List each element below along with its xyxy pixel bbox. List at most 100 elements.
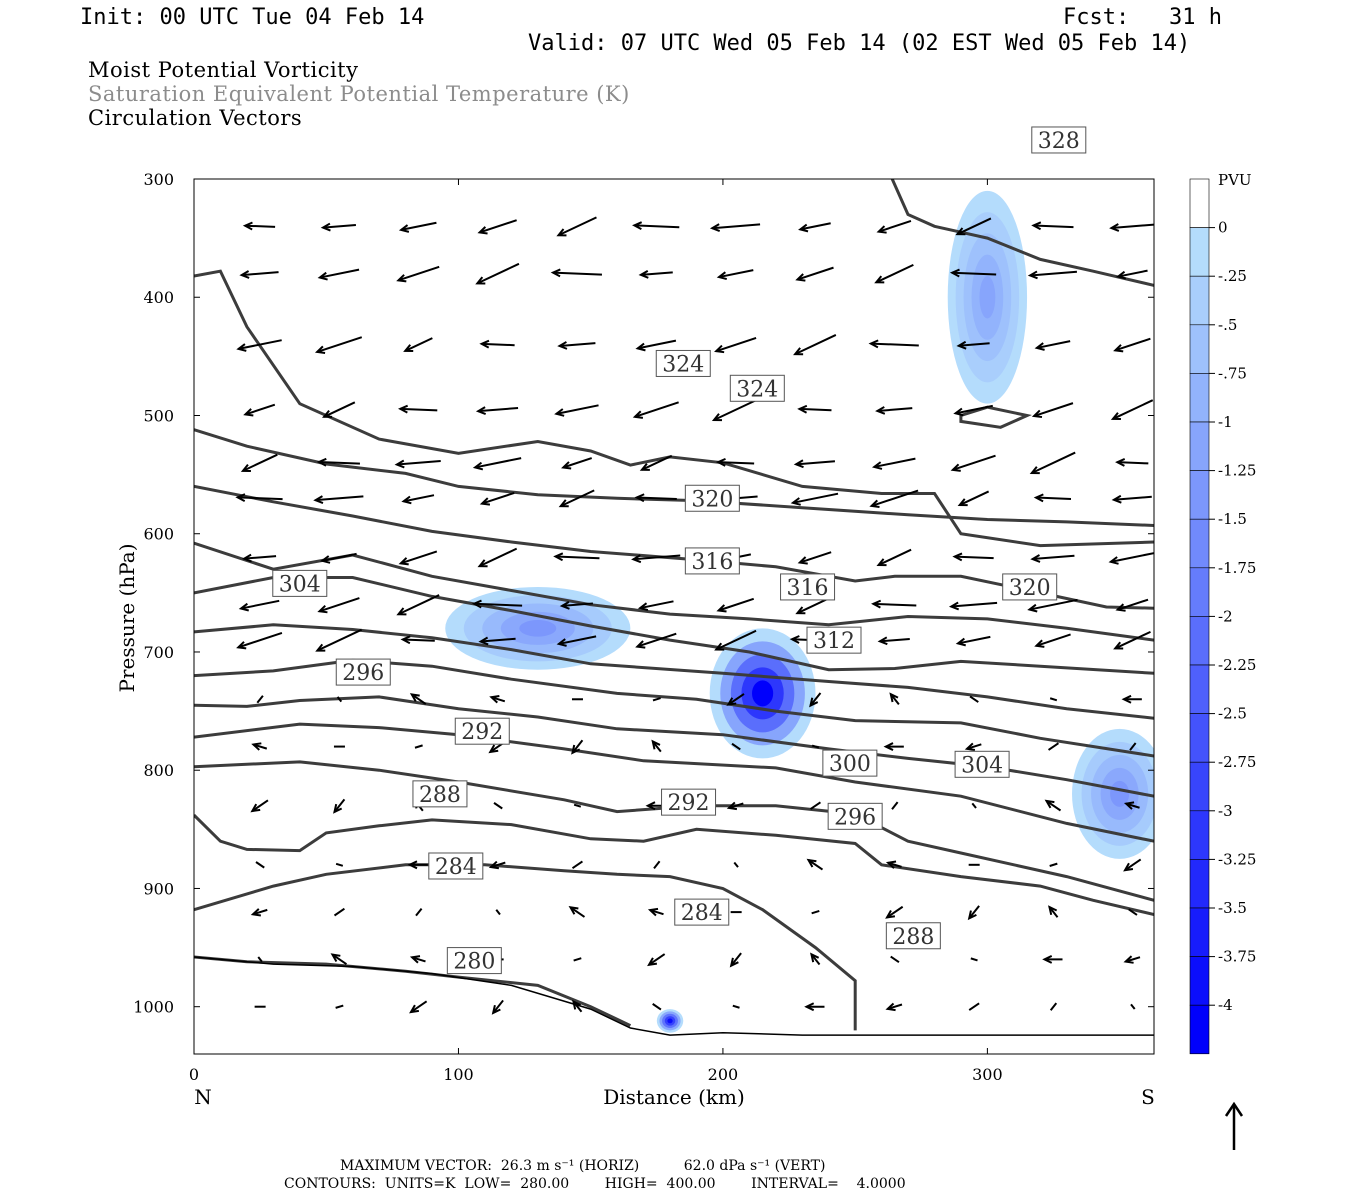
svg-text:292: 292 bbox=[668, 791, 710, 816]
circulation-vector bbox=[415, 907, 423, 917]
circulation-vector bbox=[891, 801, 899, 810]
circulation-vector bbox=[478, 636, 516, 646]
x-axis-title: Distance (km) bbox=[603, 1085, 745, 1109]
circulation-vector bbox=[948, 601, 998, 611]
svg-text:324: 324 bbox=[662, 352, 704, 377]
circulation-vector bbox=[491, 999, 504, 1015]
colorbar-label: -.75 bbox=[1218, 364, 1247, 382]
circulation-vector bbox=[239, 270, 279, 279]
circulation-vector bbox=[557, 341, 596, 350]
contour-296-4 bbox=[194, 722, 1154, 843]
contour-label-284: 284 bbox=[674, 898, 730, 926]
circulation-vector bbox=[320, 222, 356, 232]
circulation-vector bbox=[875, 406, 913, 415]
circulation-vector bbox=[1108, 552, 1154, 565]
circulation-vector bbox=[1033, 493, 1072, 503]
pv-shade-1-4 bbox=[519, 620, 557, 637]
circulation-vector bbox=[1130, 1003, 1136, 1010]
circulation-vector bbox=[1115, 458, 1149, 467]
x-tick-label: 200 bbox=[708, 1065, 739, 1084]
svg-text:320: 320 bbox=[691, 487, 733, 512]
svg-text:312: 312 bbox=[813, 629, 855, 654]
svg-text:324: 324 bbox=[736, 377, 778, 402]
x-tick-label: 0 bbox=[189, 1065, 199, 1084]
circulation-vector bbox=[810, 952, 821, 966]
circulation-vector bbox=[479, 339, 515, 349]
y-tick-label: 1000 bbox=[133, 998, 174, 1017]
svg-text:288: 288 bbox=[892, 925, 934, 950]
circulation-vector bbox=[235, 493, 283, 503]
circulation-vector bbox=[1123, 955, 1141, 964]
circulation-vector bbox=[639, 454, 673, 471]
circulation-vector bbox=[475, 406, 519, 415]
circulation-vector bbox=[955, 217, 992, 236]
x-tick-label: 300 bbox=[972, 1065, 1003, 1084]
circulation-vector bbox=[313, 495, 364, 504]
contour-label-296: 296 bbox=[827, 802, 883, 830]
circulation-vector bbox=[320, 552, 357, 564]
circulation-vector bbox=[1115, 269, 1148, 280]
circulation-vector bbox=[950, 454, 996, 472]
contour-label-300: 300 bbox=[822, 749, 878, 777]
contour-284-1 bbox=[194, 863, 857, 1031]
circulation-vector bbox=[241, 553, 277, 563]
colorbar-label: 0 bbox=[1218, 219, 1228, 237]
colorbar-label: -2.75 bbox=[1218, 753, 1256, 771]
contour-label-280: 280 bbox=[446, 947, 502, 975]
pv-shade-2-4 bbox=[979, 275, 996, 319]
circulation-vector bbox=[572, 999, 583, 1013]
contour-label-324: 324 bbox=[655, 349, 711, 377]
circulation-vector bbox=[804, 1002, 825, 1012]
colorbar-swatch bbox=[1189, 567, 1210, 617]
contour-label-320: 320 bbox=[1002, 573, 1058, 601]
circulation-vector bbox=[573, 957, 582, 962]
init-time: Init: 00 UTC Tue 04 Feb 14 bbox=[80, 5, 425, 30]
circulation-vector bbox=[714, 336, 757, 354]
circulation-vector bbox=[550, 268, 602, 278]
circulation-vector bbox=[637, 600, 674, 612]
colorbar-swatch bbox=[1189, 470, 1210, 520]
circulation-vector bbox=[790, 492, 839, 506]
circulation-vector bbox=[403, 337, 433, 353]
circulation-vector bbox=[793, 459, 836, 469]
circulation-vector bbox=[953, 404, 993, 417]
circulation-vector bbox=[493, 802, 503, 810]
circulation-vector bbox=[257, 956, 263, 963]
circulation-vector bbox=[1128, 908, 1138, 916]
circulation-vector bbox=[715, 457, 755, 467]
circulation-vector bbox=[868, 339, 919, 349]
circulation-vector bbox=[957, 490, 990, 507]
circulation-vector bbox=[952, 552, 994, 562]
circulation-vector bbox=[652, 697, 661, 702]
contour-label-304: 304 bbox=[954, 750, 1010, 778]
circulation-vector bbox=[877, 636, 910, 646]
contour-label-292: 292 bbox=[661, 788, 717, 816]
circulation-vector bbox=[1123, 858, 1142, 872]
circulation-vector bbox=[561, 457, 593, 470]
colorbar-swatch bbox=[1189, 616, 1210, 666]
circulation-vector bbox=[956, 340, 990, 350]
svg-text:304: 304 bbox=[961, 753, 1003, 778]
circulation-vector bbox=[335, 862, 344, 867]
contour-label-304: 304 bbox=[272, 569, 328, 597]
circulation-vector bbox=[559, 601, 594, 610]
colorbar-label: -4 bbox=[1218, 996, 1233, 1014]
colorbar-swatch bbox=[1189, 518, 1210, 569]
svg-text:296: 296 bbox=[834, 805, 876, 830]
circulation-vector bbox=[809, 692, 822, 708]
circulation-vector bbox=[409, 955, 426, 964]
circulation-vector bbox=[488, 860, 506, 870]
y-tick-label: 600 bbox=[143, 525, 174, 544]
circulation-vector bbox=[573, 803, 582, 808]
circulation-vector bbox=[316, 457, 360, 467]
pv-shade-0-4 bbox=[752, 680, 774, 707]
svg-text:320: 320 bbox=[1009, 576, 1051, 601]
circulation-vector bbox=[333, 907, 345, 917]
colorbar-label: -2.25 bbox=[1218, 656, 1256, 674]
circulation-vector bbox=[336, 696, 343, 703]
circulation-vector bbox=[711, 398, 759, 422]
circulation-vector bbox=[479, 491, 515, 506]
circulation-vector bbox=[793, 334, 837, 356]
y-axis-title: Pressure (hPa) bbox=[115, 544, 139, 693]
circulation-vector bbox=[971, 802, 977, 809]
